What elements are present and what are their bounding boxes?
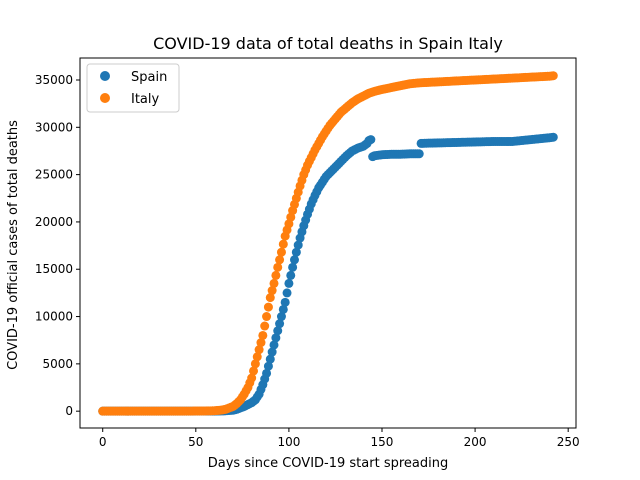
legend-label: Italy — [131, 92, 160, 107]
data-point — [271, 270, 281, 280]
data-point — [247, 373, 257, 383]
data-point — [269, 340, 279, 350]
data-point — [286, 270, 296, 280]
data-point — [249, 366, 259, 376]
data-point — [252, 352, 262, 362]
series-italy — [98, 71, 558, 416]
data-point — [258, 330, 268, 340]
x-tick-label: 100 — [277, 435, 300, 449]
data-point — [278, 239, 288, 249]
x-axis: 0 50 100 150 200 250 — [99, 428, 580, 449]
x-axis-label: Days since COVID-19 start spreading — [208, 456, 448, 471]
legend-marker — [100, 71, 110, 81]
y-tick-label: 35000 — [35, 73, 73, 87]
plot-area — [98, 71, 558, 416]
data-point — [263, 361, 273, 371]
data-point — [262, 312, 272, 322]
data-point — [271, 333, 281, 343]
data-point — [289, 255, 299, 265]
plot-frame — [79, 57, 577, 429]
data-point — [288, 262, 298, 272]
data-point — [414, 149, 424, 159]
y-tick-label: 30000 — [35, 120, 73, 134]
data-point — [282, 288, 292, 298]
series-spain — [98, 132, 558, 416]
legend: Spain Italy — [86, 63, 180, 113]
data-point — [278, 304, 288, 314]
y-tick-label: 0 — [65, 404, 73, 418]
data-point — [269, 278, 279, 288]
data-point — [366, 135, 376, 145]
legend-marker — [100, 93, 110, 103]
data-point — [262, 368, 272, 378]
chart-title: COVID-19 data of total deaths in Spain I… — [153, 34, 503, 53]
y-tick-label: 25000 — [35, 168, 73, 182]
data-point — [263, 302, 273, 312]
data-point — [293, 240, 303, 250]
data-point — [273, 326, 283, 336]
data-point — [254, 345, 264, 355]
data-point — [291, 247, 301, 257]
data-point — [548, 71, 558, 81]
data-point — [275, 319, 285, 329]
x-tick-label: 200 — [464, 435, 487, 449]
data-point — [276, 312, 286, 322]
y-axis: 0 5000 10000 15000 20000 25000 30000 35000 — [35, 73, 80, 418]
x-tick-label: 0 — [99, 435, 107, 449]
data-point — [265, 293, 275, 303]
data-point — [267, 347, 277, 357]
y-tick-label: 10000 — [35, 310, 73, 324]
data-point — [273, 262, 283, 272]
data-point — [256, 338, 266, 348]
y-tick-label: 15000 — [35, 262, 73, 276]
y-axis-label: COVID-19 official cases of total deaths — [6, 120, 21, 370]
data-point — [260, 321, 270, 331]
x-tick-label: 150 — [371, 435, 394, 449]
data-point — [265, 354, 275, 364]
data-point — [276, 247, 286, 257]
legend-label: Spain — [131, 70, 167, 85]
data-point — [275, 255, 285, 265]
x-tick-label: 50 — [188, 435, 203, 449]
data-point — [284, 278, 294, 288]
data-point — [250, 359, 260, 369]
data-point — [267, 286, 277, 296]
x-tick-label: 250 — [557, 435, 580, 449]
y-tick-label: 5000 — [42, 357, 73, 371]
data-point — [548, 132, 558, 142]
y-tick-label: 20000 — [35, 215, 73, 229]
data-point — [280, 297, 290, 307]
